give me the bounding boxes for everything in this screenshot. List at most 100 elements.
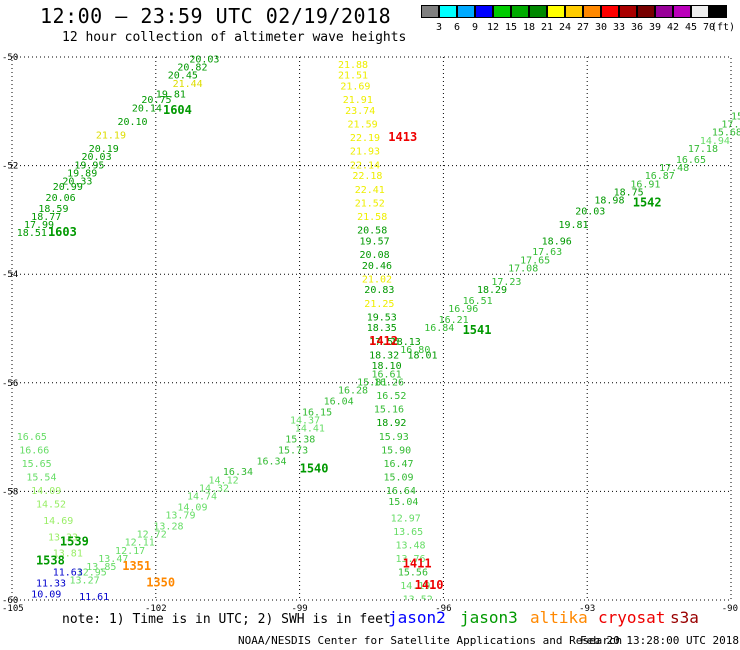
- wave-height-value: 16.96: [448, 304, 478, 315]
- wave-height-value: 21.93: [350, 147, 380, 158]
- wave-height-value: 15.81: [357, 378, 387, 389]
- pass-number-label: 1350: [146, 575, 175, 589]
- wave-height-value: 14.69: [43, 516, 73, 527]
- legend-swatch: [565, 5, 583, 18]
- legend-label: 30: [594, 22, 608, 33]
- legend-swatch: [655, 5, 673, 18]
- wave-height-value: 14.41: [295, 424, 325, 435]
- wave-height-value: 13.79: [165, 511, 195, 522]
- lon-tick-label: -93: [579, 604, 595, 614]
- satellite-name-jason3: jason3: [460, 608, 518, 627]
- wave-height-value: 20.03: [575, 206, 605, 217]
- wave-height-value: 19.81: [558, 220, 588, 231]
- wave-height-value: 12.95: [77, 568, 107, 579]
- wave-height-value: 20.10: [117, 117, 147, 128]
- legend-swatch: [637, 5, 655, 18]
- legend-swatch: [457, 5, 475, 18]
- pass-number-label: 1410: [415, 578, 444, 592]
- wave-height-value: 18.13: [391, 337, 421, 348]
- wave-height-value: 16.51: [463, 296, 493, 307]
- pass-number-label: 1538: [36, 554, 65, 568]
- wave-height-value: 17.99: [24, 220, 54, 231]
- wave-height-value: 21.19: [96, 130, 126, 141]
- wave-height-value: 20.75: [141, 95, 171, 106]
- wave-height-value: 16.87: [645, 171, 675, 182]
- pass-number-label: 1412: [369, 334, 398, 348]
- wave-height-value: 20.03: [189, 54, 219, 65]
- wave-height-value: 16.64: [386, 486, 416, 497]
- legend-swatch: [511, 5, 529, 18]
- wave-height-value: 16.84: [424, 323, 454, 334]
- wave-height-value: 17.65: [520, 255, 550, 266]
- wave-height-value: 20.83: [364, 285, 394, 296]
- pass-number-label: 1411: [403, 556, 432, 570]
- wave-height-value: 16.65: [676, 155, 706, 166]
- wave-height-value: 16.04: [324, 397, 354, 408]
- lon-tick-label: -105: [2, 604, 24, 614]
- wave-height-value: 17.17: [721, 120, 740, 131]
- wave-height-value: 13.27: [70, 576, 100, 587]
- wave-height-value: 15.16: [374, 405, 404, 416]
- wave-height-value: 20.14: [132, 103, 162, 114]
- wave-height-value: 22.19: [350, 133, 380, 144]
- legend-swatch: [421, 5, 439, 18]
- wave-height-value: 14.32: [199, 483, 229, 494]
- wave-height-value: 14.19: [400, 581, 430, 592]
- wave-height-value: 14.52: [36, 500, 66, 511]
- credit-line: NOAA/NESDIS Center for Satellite Applica…: [238, 634, 623, 647]
- wave-height-value: 18.32: [369, 350, 399, 361]
- wave-height-value: 20.99: [53, 182, 83, 193]
- legend-swatch: [529, 5, 547, 18]
- generation-timestamp: Feb 20 13:28:00 UTC 2018: [580, 634, 739, 647]
- wave-height-value: 21.02: [362, 274, 392, 285]
- wave-height-value: 12.97: [391, 513, 421, 524]
- wave-height-value: 20.08: [360, 250, 390, 261]
- legend-swatch: [493, 5, 511, 18]
- wave-height-value: 14.37: [290, 416, 320, 427]
- pass-number-label: 1604: [163, 103, 192, 117]
- legend-label: 70: [702, 22, 716, 33]
- legend-swatch: [547, 5, 565, 18]
- wave-height-value: 16.52: [376, 391, 406, 402]
- pass-number-label: 1542: [633, 195, 662, 209]
- wave-height-value: 13.52: [403, 595, 433, 606]
- legend-label: 36: [630, 22, 644, 33]
- wave-height-value: 16.47: [383, 459, 413, 470]
- wave-height-value: 20.58: [357, 225, 387, 236]
- wave-height-value: 13.28: [153, 521, 183, 532]
- lon-tick-label: -99: [291, 604, 307, 614]
- wave-height-value: 16.65: [17, 432, 47, 443]
- wave-height-value: 15.09: [383, 473, 413, 484]
- pass-number-label: 1539: [60, 535, 89, 549]
- lat-tick-label: -54: [2, 270, 18, 280]
- legend-label: 6: [453, 22, 461, 33]
- wave-height-value: 20.06: [46, 193, 76, 204]
- wave-height-value: 18.98: [594, 196, 624, 207]
- wave-height-value: 21.51: [338, 71, 368, 82]
- wave-height-value: 10.09: [31, 589, 61, 600]
- wave-height-value: 20.19: [89, 144, 119, 155]
- wave-height-value: 15.68: [712, 128, 740, 139]
- wave-height-value: 16.61: [372, 369, 402, 380]
- wave-height-value: 10.93: [93, 627, 123, 638]
- legend-unit: (ft): [711, 22, 736, 33]
- wave-height-value: 17.18: [688, 144, 718, 155]
- wave-height-value: 15.90: [381, 445, 411, 456]
- lon-tick-label: -96: [435, 604, 451, 614]
- wave-height-value: 16.80: [400, 345, 430, 356]
- wave-height-value: 13.33: [48, 532, 78, 543]
- legend-swatch: [439, 5, 457, 18]
- legend-label: 21: [540, 22, 554, 33]
- wave-height-value: 21.25: [364, 299, 394, 310]
- wave-height-value: 15.38: [285, 435, 315, 446]
- lat-tick-label: -60: [2, 596, 18, 606]
- wave-height-value: 13.81: [53, 549, 83, 560]
- pass-number-label: 1413: [388, 130, 417, 144]
- wave-height-value: 19.89: [67, 168, 97, 179]
- wave-height-value: 17.48: [659, 163, 689, 174]
- wave-height-value: 22.41: [355, 185, 385, 196]
- legend-label: 9: [471, 22, 479, 33]
- lon-tick-label: -90: [722, 604, 738, 614]
- wave-height-value: 16.66: [19, 445, 49, 456]
- lat-tick-label: -58: [2, 487, 18, 497]
